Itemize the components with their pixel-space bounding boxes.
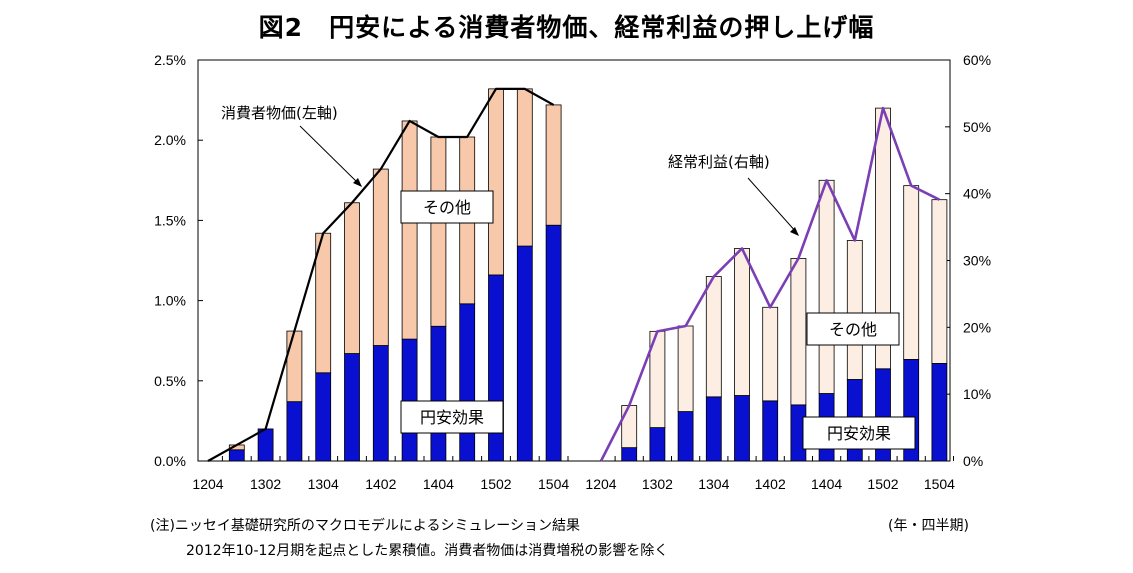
bar-other-1501 <box>846 240 863 380</box>
footnote-line-1: (注)ニッセイ基礎研究所のマクロモデルによるシミュレーション結果 <box>150 518 580 534</box>
right-yen-annotation-box <box>802 416 916 450</box>
left-tick-label: 1.5% <box>154 212 186 228</box>
bar-yen-1301 <box>621 447 638 462</box>
bar-yen-1501 <box>459 303 476 462</box>
bar-yen-1302 <box>257 428 274 462</box>
bar-other-1301 <box>621 405 638 449</box>
left-yen-annotation-label: 円安効果 <box>420 408 484 427</box>
bars-group <box>228 88 948 462</box>
bar-other-1503 <box>516 88 533 247</box>
cpi-leader-arrow <box>353 178 362 187</box>
right-other-annotation-label: その他 <box>829 320 877 339</box>
x-tick-label: 1502 <box>480 476 511 492</box>
bar-other-1304 <box>705 276 722 398</box>
bar-yen-1402 <box>372 345 389 462</box>
bar-other-1401 <box>344 202 360 354</box>
bar-other-1504 <box>545 104 562 226</box>
right-axis-ticks: 0% 10% 20% 30% 40% 50% 60% <box>945 52 991 469</box>
bar-other-1504 <box>931 199 948 364</box>
right-tick-label: 10% <box>963 386 991 402</box>
bar-other-1403 <box>401 120 418 340</box>
chart-title: 図2 円安による消費者物価、経常利益の押し上げ幅 <box>258 13 875 42</box>
bar-other-1502 <box>488 88 504 276</box>
left-yen-annotation-box <box>400 400 504 434</box>
bar-yen-1304 <box>315 372 332 462</box>
bar-yen-1402 <box>762 400 779 462</box>
lines-group <box>207 87 940 462</box>
bar-yen-1303 <box>677 411 694 462</box>
x-tick-label: 1302 <box>250 476 281 492</box>
bar-other-1503 <box>903 185 920 360</box>
x-tick-label: 1404 <box>423 476 454 492</box>
left-tick-label: 2.5% <box>154 52 186 68</box>
x-tick-label: 1304 <box>308 476 339 492</box>
cpi-line <box>207 87 555 462</box>
x-tick-label: 1402 <box>365 476 396 492</box>
bar-yen-1302 <box>649 427 666 462</box>
right-tick-label: 0% <box>963 453 983 469</box>
left-tick-label: 0.5% <box>154 373 186 389</box>
bar-yen-1401 <box>344 353 360 462</box>
bar-other-1402 <box>762 306 779 402</box>
bar-other-1402 <box>372 168 389 346</box>
bar-yen-1404 <box>430 325 447 462</box>
left-tick-label: 1.0% <box>154 293 186 309</box>
x-axis-ticks: 1204 1302 1304 1402 1404 1502 1504 1204 1302 1304… <box>192 456 955 492</box>
cpi-line-label: 消費者物価(左軸) <box>221 104 338 122</box>
bar-yen-1301 <box>228 449 245 462</box>
x-tick-label: 1504 <box>538 476 569 492</box>
right-tick-label: 50% <box>963 119 991 135</box>
profit-line <box>599 106 940 462</box>
bar-yen-1504 <box>545 224 562 462</box>
bar-yen-1401 <box>734 395 750 462</box>
x-axis-unit: (年・四半期) <box>888 518 969 534</box>
left-other-annotation-box <box>400 190 494 224</box>
left-tick-label: 2.0% <box>154 132 186 148</box>
right-tick-label: 60% <box>963 52 991 68</box>
bar-yen-1303 <box>286 401 303 462</box>
bar-other-1401 <box>734 248 750 396</box>
footnote-line-2: 2012年10-12月期を起点とした累積値。消費者物価は消費増税の影響を除く <box>186 543 669 559</box>
left-other-annotation-label: その他 <box>423 198 471 217</box>
right-tick-label: 30% <box>963 253 991 269</box>
bar-other-1403 <box>790 258 807 406</box>
right-tick-label: 20% <box>963 319 991 335</box>
bar-yen-1503 <box>516 245 533 462</box>
bar-other-1303 <box>286 330 303 403</box>
x-tick-label: 1502 <box>867 476 898 492</box>
bar-yen-1403 <box>401 338 418 462</box>
left-tick-label: 0.0% <box>154 453 186 469</box>
bar-yen-1504 <box>931 363 948 462</box>
right-tick-label: 40% <box>963 186 991 202</box>
bar-other-1303 <box>677 325 694 412</box>
profit-line-label: 経常利益(右軸) <box>668 153 770 171</box>
x-tick-label: 1402 <box>755 476 786 492</box>
right-other-annotation-box <box>806 312 900 346</box>
x-tick-label: 1302 <box>642 476 673 492</box>
bar-yen-1304 <box>705 396 722 462</box>
x-tick-label: 1304 <box>698 476 729 492</box>
bar-other-1404 <box>430 136 447 327</box>
left-axis-ticks: 0.0% 0.5% 1.0% 1.5% 2.0% 2.5% <box>154 52 203 469</box>
x-tick-label: 1404 <box>811 476 842 492</box>
profit-leader-line <box>747 177 798 234</box>
x-tick-label: 1504 <box>924 476 955 492</box>
x-tick-label: 1204 <box>192 476 223 492</box>
cpi-leader-line <box>299 125 361 186</box>
x-tick-label: 1204 <box>585 476 616 492</box>
bar-other-1404 <box>818 179 835 394</box>
profit-leader-arrow <box>790 227 799 236</box>
right-yen-annotation-label: 円安効果 <box>827 424 891 443</box>
